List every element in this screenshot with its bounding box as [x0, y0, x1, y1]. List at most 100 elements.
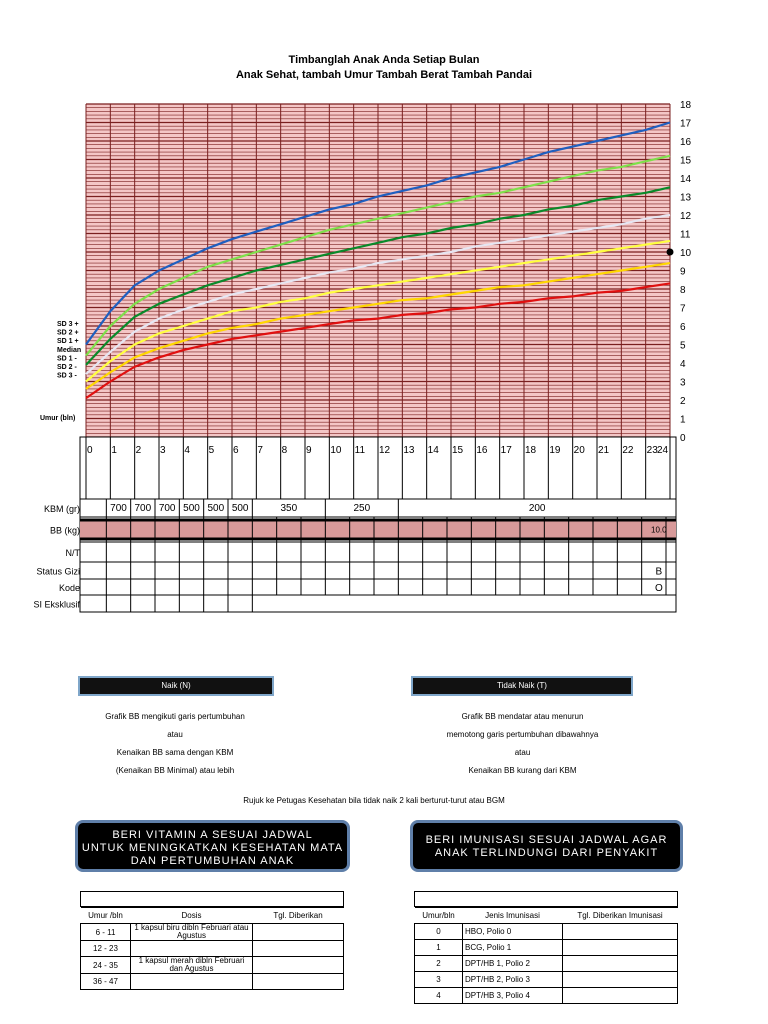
- curve-label: SD 3 +: [57, 321, 79, 328]
- imunisasi-jenis-cell: BCG, Polio 1: [462, 939, 563, 956]
- vitamin-line-3: DAN PERTUMBUHAN ANAK: [130, 855, 295, 867]
- tidak-line-1: Grafik BB mendatar atau menurun: [461, 712, 584, 721]
- imunisasi-umur-cell: 4: [414, 987, 463, 1004]
- y-tick-label: 7: [680, 304, 686, 315]
- vitamin-table: Umur /bln Dosis Tgl. Diberikan 6 - 11 1 kap…: [80, 907, 344, 990]
- curve-label: SD 2 -: [57, 364, 78, 371]
- vitamin-umur-cell: 24 - 35: [80, 956, 131, 974]
- x-tick-label: 22: [622, 445, 634, 456]
- x-tick-label: 14: [428, 445, 440, 456]
- kbm-cell: 500: [207, 503, 224, 514]
- y-tick-label: 18: [680, 100, 692, 111]
- vitamin-a-banner: BERI VITAMIN A SESUAI JADWAL UNTUK MENIN…: [75, 820, 350, 872]
- x-tick-label: 5: [209, 445, 215, 456]
- vitamin-umur-cell: 36 - 47: [80, 973, 131, 990]
- tidak-line-2: memotong garis pertumbuhan dibawahnya: [446, 730, 599, 739]
- naik-line-4: (Kenaikan BB Minimal) atau lebih: [115, 766, 235, 775]
- tidak-naik-description: Grafik BB mendatar atau menurun memotong…: [405, 708, 640, 780]
- x-tick-label: 1: [111, 445, 117, 456]
- kode-value: O: [655, 583, 663, 594]
- y-tick-label: 15: [680, 156, 692, 167]
- table-row: 4 DPT/HB 3, Polio 4: [414, 987, 678, 1004]
- vitamin-dosis-cell: [130, 973, 253, 990]
- imunisasi-date-cell[interactable]: [562, 939, 678, 956]
- imunisasi-table-header-bar: [414, 891, 678, 907]
- vitamin-date-cell[interactable]: [252, 940, 344, 957]
- growth-curve-sd-1-: [85, 239, 671, 383]
- kbm-cell: 700: [134, 503, 151, 514]
- x-tick-label: 13: [403, 445, 415, 456]
- vitamin-dosis-cell: 1 kapsul merah dibln Februari dan Agustu…: [130, 956, 253, 974]
- imunisasi-line-2: ANAK TERLINDUNGI DARI PENYAKIT: [434, 847, 659, 859]
- kbm-cell: 350: [280, 503, 297, 514]
- row-label-nt: N/T: [66, 548, 81, 558]
- tidak-line-4: Kenaikan BB kurang dari KBM: [468, 766, 577, 775]
- y-tick-label: 12: [680, 211, 692, 222]
- curve-label: SD 1 +: [57, 338, 79, 345]
- y-tick-label: 5: [680, 341, 686, 352]
- y-tick-label: 11: [680, 230, 691, 241]
- table-row: 3 DPT/HB 2, Polio 3: [414, 971, 678, 988]
- imunisasi-col-tgl: Tgl. Diberikan Imunisasi: [562, 907, 678, 924]
- y-tick-label: 3: [680, 378, 686, 389]
- table-row: 0 HBO, Polio 0: [414, 923, 678, 940]
- x-tick-label: 2: [136, 445, 142, 456]
- kbm-cell: 700: [159, 503, 176, 514]
- naik-label-box: Naik (N): [78, 676, 274, 696]
- x-tick-label: 18: [525, 445, 537, 456]
- weight-marker-point: [666, 248, 674, 256]
- x-tick-label: 21: [598, 445, 610, 456]
- growth-curve-median: [85, 213, 671, 375]
- imunisasi-date-cell[interactable]: [562, 955, 678, 972]
- vitamin-dosis-cell: 1 kapsul biru dibln Februari atau Agustu…: [130, 923, 253, 941]
- y-tick-label: 10: [680, 248, 692, 259]
- imunisasi-table: Umur/bln Jenis Imunisasi Tgl. Diberikan Im…: [414, 907, 678, 1004]
- vitamin-line-2: UNTUK MENINGKATKAN KESEHATAN MATA: [81, 842, 344, 854]
- y-tick-label: 16: [680, 137, 692, 148]
- vitamin-date-cell[interactable]: [252, 956, 344, 974]
- y-tick-label: 4: [680, 359, 686, 370]
- row-label-bb: BB (kg): [50, 526, 80, 536]
- imunisasi-umur-cell: 1: [414, 939, 463, 956]
- growth-curve-sd-2-: [85, 154, 671, 357]
- vitamin-line-1: BERI VITAMIN A SESUAI JADWAL: [112, 829, 313, 841]
- imunisasi-jenis-cell: DPT/HB 3, Polio 4: [462, 987, 563, 1004]
- imunisasi-umur-cell: 3: [414, 971, 463, 988]
- x-tick-label: 4: [184, 445, 190, 456]
- row-label-kode: Kode: [59, 583, 80, 593]
- imunisasi-col-umur: Umur/bln: [414, 907, 463, 924]
- x-tick-label: 7: [257, 445, 263, 456]
- x-tick-label: 17: [501, 445, 513, 456]
- vitamin-col-umur: Umur /bln: [80, 907, 131, 924]
- kbm-cell: 700: [110, 503, 127, 514]
- imunisasi-umur-cell: 2: [414, 955, 463, 972]
- curve-label: SD 2 +: [57, 330, 79, 337]
- table-row: 2 DPT/HB 1, Polio 2: [414, 955, 678, 972]
- vitamin-table-header-bar: [80, 891, 344, 907]
- tidak-line-3: atau: [514, 748, 531, 757]
- imunisasi-umur-cell: 0: [414, 923, 463, 940]
- growth-curve-sd-3-: [85, 121, 671, 346]
- y-tick-label: 2: [680, 396, 686, 407]
- x-tick-label: 20: [574, 445, 586, 456]
- table-row: 36 - 47: [80, 973, 344, 990]
- x-tick-label: 24: [657, 445, 669, 456]
- imunisasi-date-cell[interactable]: [562, 987, 678, 1004]
- vitamin-umur-cell: 6 - 11: [80, 923, 131, 941]
- x-tick-label: 3: [160, 445, 166, 456]
- naik-line-3: Kenaikan BB sama dengan KBM: [116, 748, 234, 757]
- row-label-kbm: KBM (gr): [44, 504, 80, 514]
- imunisasi-date-cell[interactable]: [562, 923, 678, 940]
- y-tick-label: 8: [680, 285, 686, 296]
- naik-line-2: atau: [167, 730, 183, 739]
- imunisasi-date-cell[interactable]: [562, 971, 678, 988]
- vitamin-date-cell[interactable]: [252, 923, 344, 941]
- chart-title-line1: Timbanglah Anak Anda Setiap Bulan: [288, 54, 480, 66]
- kbm-cell: 200: [529, 503, 546, 514]
- table-row: 24 - 35 1 kapsul merah dibln Februari dan…: [80, 956, 344, 974]
- table-row: 12 - 23: [80, 940, 344, 957]
- imunisasi-jenis-cell: HBO, Polio 0: [462, 923, 563, 940]
- growth-curve-sd-2-: [85, 262, 671, 390]
- vitamin-date-cell[interactable]: [252, 973, 344, 990]
